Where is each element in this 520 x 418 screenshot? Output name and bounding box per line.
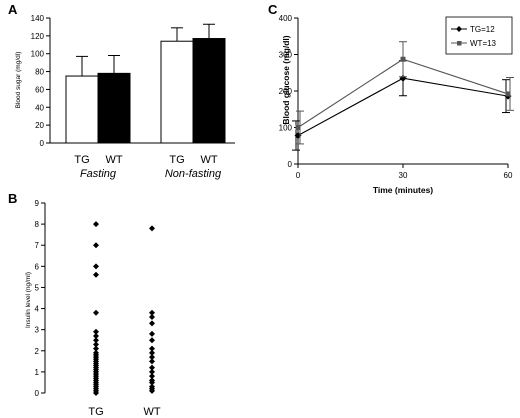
panel-b-category-label: WT (143, 406, 160, 418)
panel-a-y-axis-label: Blood sugar (mg/dl) (15, 52, 22, 109)
panel-b-data-point (149, 225, 155, 232)
legend-label-wt: WT=13 (470, 39, 497, 48)
panel-a-bar-label: TG (169, 154, 184, 166)
panel-a-y-tick-label: 0 (40, 139, 45, 148)
panel-c-x-tick-label: 0 (296, 171, 301, 180)
panel-b-data-point (149, 368, 155, 375)
panel-a-bar (192, 38, 226, 144)
panel-b-data-point (93, 271, 99, 278)
panel-b-data-point (93, 263, 99, 270)
panel-a-y-tick-label: 20 (35, 121, 44, 130)
panel-b-data-point (149, 387, 155, 394)
panel-c-data-point (295, 125, 301, 130)
panel-c-y-tick-label: 200 (279, 87, 293, 96)
panel-a-group-label: Fasting (80, 168, 117, 180)
panel-a-y-tick-label: 100 (31, 50, 45, 59)
panel-b-data-point (93, 390, 99, 396)
panel-b-data-point (149, 330, 155, 337)
panel-b-category-label: TG (88, 406, 103, 418)
panel-b-data-point (93, 221, 99, 228)
panel-b-y-tick-label: 0 (35, 389, 40, 398)
panel-a-y-tick-label: 80 (35, 68, 44, 77)
panel-b-data-point (149, 337, 155, 344)
panel-b-data-point (149, 373, 155, 380)
panel-b-data-point (149, 345, 155, 352)
panel-b-y-tick-label: 8 (35, 220, 40, 229)
panel-b-y-tick-label: 9 (35, 199, 40, 208)
panel-a-bar-label: WT (200, 154, 217, 166)
panel-c-y-tick-label: 400 (279, 14, 293, 23)
panel-letter-c: C (268, 2, 278, 17)
panel-c-y-axis-label: Blood glucose (mg/dl) (281, 35, 291, 124)
panel-b-data-point (93, 341, 99, 348)
legend-diamond-marker (456, 26, 462, 32)
panel-letter-a: A (8, 2, 18, 17)
legend-frame (445, 16, 513, 55)
panel-a-y-tick-label: 140 (31, 14, 45, 23)
panel-c-y-tick-label: 100 (279, 124, 293, 133)
panel-a-y-tick-label: 120 (31, 32, 45, 41)
panel-a-bar-label: TG (74, 154, 89, 166)
panel-b-data-point (149, 358, 155, 365)
panel-c-x-tick-label: 30 (399, 171, 408, 180)
panel-b-data-point (149, 309, 155, 316)
panel-b-y-tick-label: 4 (35, 305, 40, 314)
legend-label-tg: TG=12 (470, 25, 495, 34)
panel-letter-b: B (8, 191, 17, 206)
panel-a-bar-label: WT (105, 154, 122, 166)
line-chart-panel-c: Blood glucose (mg/dl) Time (minutes) TG=… (279, 14, 514, 195)
panel-b-data-point (93, 242, 99, 249)
panel-b-data-point (149, 320, 155, 327)
panel-b-y-tick-label: 2 (35, 347, 40, 356)
bar-chart-panel-a: Blood sugar (mg/dl) 0 20 40 60 80 100 120 140 TG… (15, 14, 235, 180)
panel-c-y-tick-label: 0 (288, 160, 293, 169)
panel-b-y-tick-label: 3 (35, 326, 40, 335)
panel-c-y-tick-label: 300 (279, 51, 293, 60)
panel-b-data-point (93, 309, 99, 316)
panel-c-x-axis-label: Time (minutes) (373, 185, 433, 195)
panel-c-data-point (505, 91, 511, 97)
panel-b-data-point (149, 364, 155, 371)
panel-b-data-point (149, 379, 155, 386)
panel-b-y-tick-label: 5 (35, 283, 40, 292)
panel-c-legend: TG=12 WT=13 (445, 16, 513, 55)
panel-b-data-point (93, 333, 99, 339)
panel-b-data-point (149, 314, 155, 320)
panel-b-data-point (93, 328, 99, 335)
panel-b-data-point (149, 349, 155, 356)
panel-a-bar (160, 40, 194, 144)
scatter-chart-panel-b: Insulin level (ng/ml) 0 1 2 3 4 5 6 7 8 9 TG WT (25, 199, 161, 418)
panel-a-bar (65, 75, 99, 144)
panel-b-y-tick-label: 6 (35, 262, 40, 271)
panel-b-data-point (149, 354, 155, 361)
panel-b-y-tick-label: 7 (35, 241, 40, 250)
panel-c-data-point (400, 56, 406, 62)
panel-a-y-tick-label: 40 (35, 103, 44, 112)
panel-a-group-label: Non-fasting (165, 168, 222, 180)
panel-b-data-point (93, 337, 99, 344)
panel-b-y-tick-label: 1 (35, 368, 40, 377)
panel-a-y-tick-label: 60 (35, 85, 44, 94)
legend-square-marker (457, 41, 462, 46)
panel-b-data-point (93, 345, 99, 352)
panel-c-x-tick-label: 60 (504, 171, 513, 180)
panel-b-y-axis-label: Insulin level (ng/ml) (25, 272, 32, 328)
panel-a-bar (97, 72, 131, 144)
